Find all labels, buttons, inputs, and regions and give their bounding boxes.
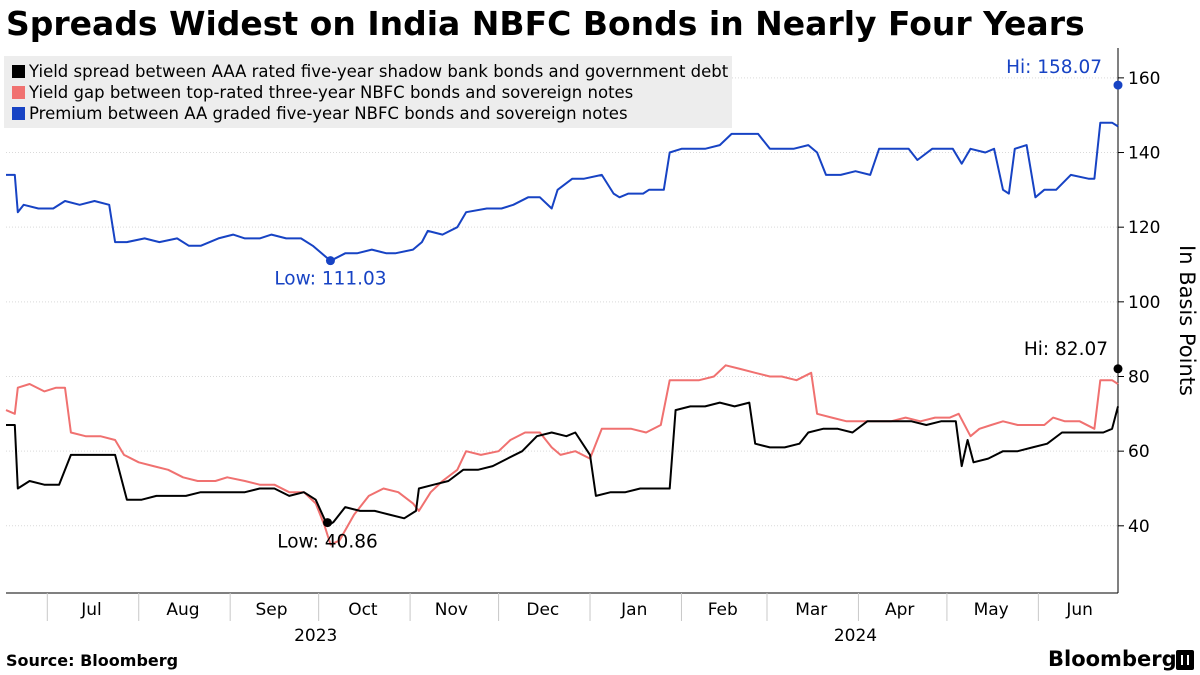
annotation-label: Low: 40.86 [277, 532, 378, 553]
x-tick-label: Dec [526, 600, 559, 620]
annotation-dot [1113, 364, 1123, 374]
x-tick-label: Sep [255, 600, 287, 620]
legend-swatch-pink [12, 86, 25, 99]
x-tick-label: Aug [166, 600, 199, 620]
series-line-aa-premium [6, 121, 1119, 262]
series-line-three-year-gap [5, 364, 1119, 546]
annotation-dot [1113, 80, 1123, 90]
y-tick-label: 80 [1128, 367, 1150, 387]
legend-swatch-black [12, 65, 25, 78]
y-axis-label: In Basis Points [1175, 245, 1199, 396]
y-tick-label: 60 [1128, 442, 1150, 462]
x-tick-label: Jan [620, 600, 647, 620]
legend-label: Yield gap between top-rated three-year N… [29, 83, 634, 102]
x-tick-label: Mar [795, 600, 827, 620]
grid-lines [6, 77, 1118, 527]
annotation-label: Hi: 158.07 [1006, 57, 1102, 78]
x-tick-label: Oct [348, 600, 378, 620]
annotation-dot [323, 518, 333, 528]
legend-item-aa-premium: Premium between AA graded five-year NBFC… [12, 103, 732, 124]
legend: Yield spread between AAA rated five-year… [4, 56, 732, 128]
x-year-label: 2024 [834, 626, 877, 646]
x-tick-label: May [974, 600, 1009, 620]
source-note: Source: Bloomberg [6, 651, 179, 670]
x-tick-label: Jun [1065, 600, 1093, 620]
y-tick-label: 160 [1128, 69, 1160, 89]
x-tick-label: Jul [80, 600, 102, 620]
x-year-label: 2023 [294, 626, 337, 646]
annotation-label: Low: 111.03 [274, 269, 386, 290]
series-lines [5, 121, 1119, 546]
axes: 40 60 80 100 120 140 160 In Basis Points Jul Aug S… [6, 48, 1199, 646]
legend-item-three-year-gap: Yield gap between top-rated three-year N… [12, 82, 732, 103]
series-line-aaa-spread [6, 401, 1119, 527]
chart-title: Spreads Widest on India NBFC Bonds in Ne… [6, 4, 1085, 43]
annotation-dot [325, 256, 335, 266]
y-tick-label: 120 [1128, 218, 1160, 238]
y-tick-label: 40 [1128, 517, 1150, 537]
annotation-label: Hi: 82.07 [1024, 339, 1108, 360]
brand-logo: Bloomberg [1048, 647, 1177, 671]
y-tick-label: 100 [1128, 293, 1160, 313]
legend-item-aaa-spread: Yield spread between AAA rated five-year… [12, 61, 732, 82]
bloomberg-icon [1176, 650, 1194, 670]
x-tick-label: Feb [708, 600, 738, 620]
legend-swatch-blue [12, 107, 25, 120]
x-tick-label: Nov [435, 600, 468, 620]
x-tick-label: Apr [885, 600, 914, 620]
legend-label: Yield spread between AAA rated five-year… [29, 62, 729, 81]
annotations: Low: 111.03 Hi: 158.07 Low: 40.86 Hi: 82.07 [274, 57, 1123, 553]
y-tick-label: 140 [1128, 144, 1160, 164]
legend-label: Premium between AA graded five-year NBFC… [29, 104, 628, 123]
